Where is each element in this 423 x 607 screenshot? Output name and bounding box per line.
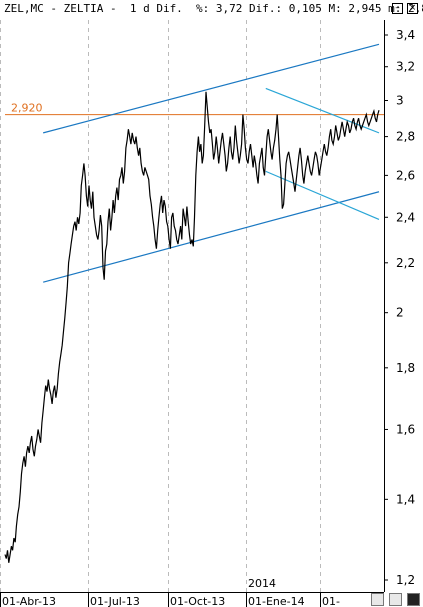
horizontal-level-label: 2,920 (11, 102, 43, 115)
y-tick-label: 1,6 (396, 422, 415, 436)
x-tick-label: 01-Oct-13 (170, 595, 225, 607)
close-icon[interactable]: × (407, 3, 418, 14)
minimize-icon[interactable]: – (392, 3, 403, 14)
y-tick-label: 1,8 (396, 361, 415, 375)
y-tick-label: 1,2 (396, 573, 415, 587)
x-tick-label: 01-Jul-13 (90, 595, 140, 607)
y-tick-label: 2,2 (396, 256, 415, 270)
x-tick-label: 01-Abr-13 (2, 595, 56, 607)
year-marker-label: 2014 (248, 577, 276, 590)
y-tick-label: 2,8 (396, 130, 415, 144)
window-title: ZEL,MC - ZELTIA - 1 d Dif. %: 3,72 Dif.:… (4, 2, 423, 15)
x-tick-label: 01- (322, 595, 340, 607)
trendline (43, 191, 380, 283)
y-tick-label: 1,4 (396, 492, 415, 506)
y-tick-label: 3,2 (396, 60, 415, 74)
x-tick-label: 01-Ene-14 (248, 595, 305, 607)
y-tick-label: 2,4 (396, 210, 415, 224)
chart-background (0, 19, 423, 607)
trendline (43, 43, 380, 134)
nav-end-button[interactable] (407, 593, 420, 606)
price-series-line (4, 91, 380, 563)
y-tick-label: 2,6 (396, 168, 415, 182)
y-tick-label: 2 (396, 306, 404, 320)
y-tick-label: 3 (396, 93, 404, 107)
title-bar: ZEL,MC - ZELTIA - 1 d Dif. %: 3,72 Dif.:… (0, 0, 423, 19)
nav-next-button[interactable] (389, 593, 402, 606)
y-tick-label: 3,4 (396, 28, 415, 42)
nav-prev-button[interactable] (371, 593, 384, 606)
